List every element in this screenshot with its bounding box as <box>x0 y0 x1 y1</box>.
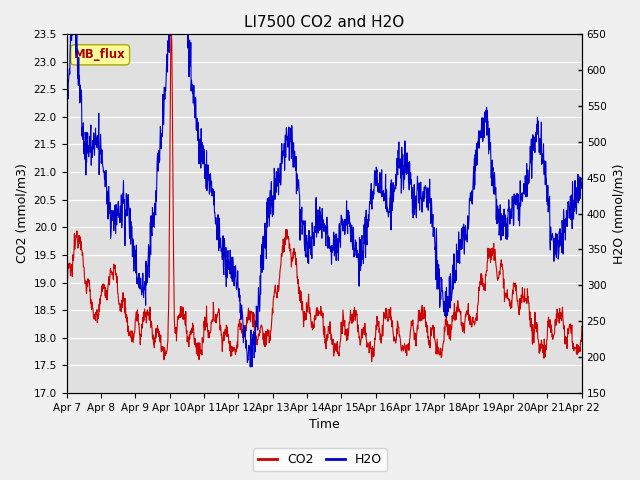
Title: LI7500 CO2 and H2O: LI7500 CO2 and H2O <box>244 15 404 30</box>
Y-axis label: CO2 (mmol/m3): CO2 (mmol/m3) <box>15 164 28 264</box>
X-axis label: Time: Time <box>309 419 340 432</box>
Legend: CO2, H2O: CO2, H2O <box>253 448 387 471</box>
Text: MB_flux: MB_flux <box>74 48 126 61</box>
Y-axis label: H2O (mmol/m3): H2O (mmol/m3) <box>612 163 625 264</box>
